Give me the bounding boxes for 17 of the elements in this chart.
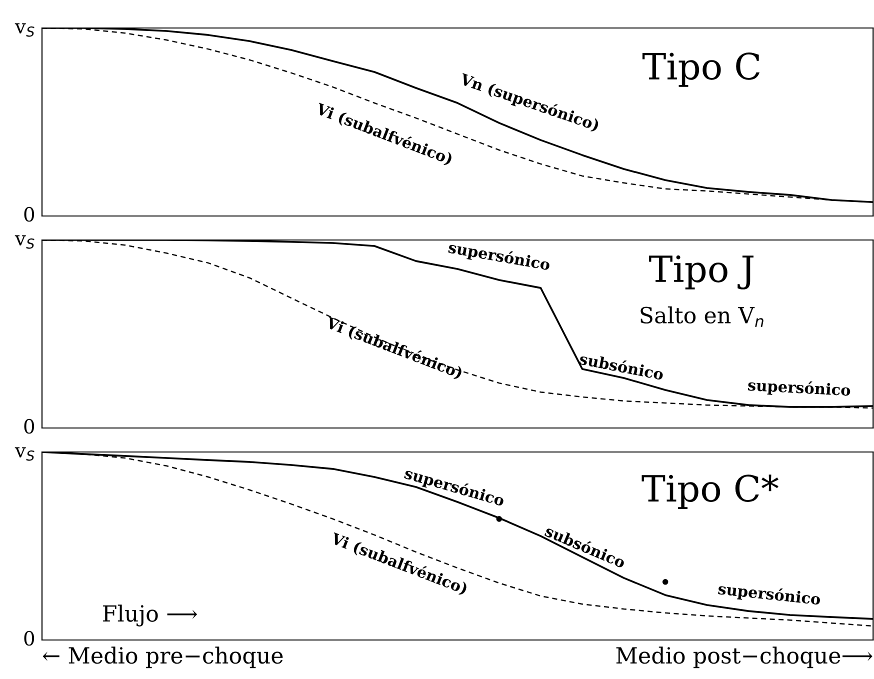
text: v$_{S}$ (14, 235, 34, 249)
text: 0 (24, 206, 34, 222)
annotation: Flujo ⟶ (103, 604, 198, 626)
text: v$_{S}$ (14, 23, 34, 37)
annotation: Tipo C (642, 52, 760, 87)
text: 0 (24, 418, 34, 434)
annotation: supersónico (748, 378, 851, 399)
annotation: Tipo J (649, 255, 754, 290)
annotation: Salto en V$_{n}$ (640, 306, 764, 327)
text: Medio post−choque⟶ (616, 646, 872, 668)
text: v$_{S}$ (14, 447, 34, 461)
annotation: Tipo C* (642, 474, 778, 509)
annotation: supersónico (448, 240, 551, 274)
annotation: supersónico (718, 582, 821, 608)
text: 0 (24, 630, 34, 646)
annotation: subsónico (579, 352, 664, 380)
text: ← Medio pre−choque (42, 646, 283, 668)
